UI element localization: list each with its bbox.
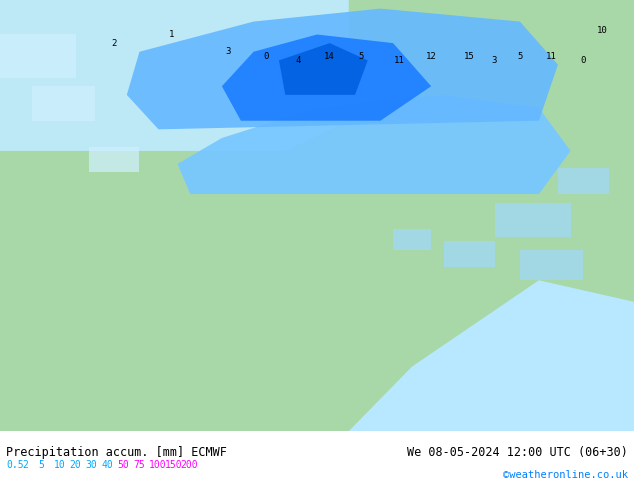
Bar: [520, 250, 583, 280]
Text: 5: 5: [517, 51, 522, 61]
Text: 3: 3: [492, 56, 497, 65]
Polygon shape: [178, 95, 571, 194]
Text: 1: 1: [169, 30, 174, 39]
Text: Precipitation accum. [mm] ECMWF: Precipitation accum. [mm] ECMWF: [6, 446, 227, 459]
Polygon shape: [349, 280, 634, 431]
Polygon shape: [279, 43, 368, 95]
Text: 5: 5: [38, 461, 44, 470]
Text: 2: 2: [112, 39, 117, 48]
Text: 100: 100: [149, 461, 167, 470]
Text: 50: 50: [117, 461, 129, 470]
Text: 15: 15: [464, 51, 474, 61]
Text: 0: 0: [581, 56, 586, 65]
Text: 200: 200: [181, 461, 198, 470]
Text: We 08-05-2024 12:00 UTC (06+30): We 08-05-2024 12:00 UTC (06+30): [407, 446, 628, 459]
Text: 3: 3: [226, 47, 231, 56]
Text: 4: 4: [295, 56, 301, 65]
Bar: [558, 168, 609, 194]
Text: 150: 150: [165, 461, 183, 470]
Bar: [32, 86, 95, 121]
Bar: [89, 147, 139, 172]
Text: 10: 10: [597, 25, 607, 35]
Text: 75: 75: [133, 461, 145, 470]
Polygon shape: [127, 9, 558, 129]
Bar: [444, 242, 495, 268]
Text: 2: 2: [22, 461, 28, 470]
Text: 0.5: 0.5: [6, 461, 24, 470]
Text: ©weatheronline.co.uk: ©weatheronline.co.uk: [503, 470, 628, 480]
Text: 40: 40: [101, 461, 113, 470]
Text: 10: 10: [54, 461, 66, 470]
Text: 5: 5: [359, 51, 364, 61]
Text: 11: 11: [547, 51, 557, 61]
Polygon shape: [0, 0, 349, 151]
Text: 12: 12: [426, 51, 436, 61]
Text: 14: 14: [325, 51, 335, 61]
Text: 0: 0: [264, 51, 269, 61]
Text: 11: 11: [394, 56, 404, 65]
Polygon shape: [222, 34, 431, 121]
Text: 20: 20: [70, 461, 82, 470]
Bar: [495, 203, 571, 237]
Bar: [393, 228, 431, 250]
Bar: [0, 34, 76, 77]
Text: 30: 30: [86, 461, 98, 470]
